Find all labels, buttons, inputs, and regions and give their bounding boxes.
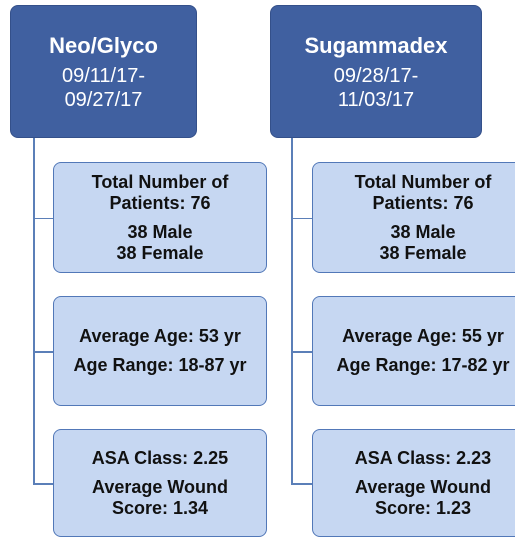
info-line: 38 Female xyxy=(379,242,467,263)
header-date: 09/28/17- xyxy=(333,64,419,87)
header-title: Sugammadex xyxy=(304,32,448,58)
info-paragraph: Age Range: 18-87 yr xyxy=(54,355,266,376)
info-box: ASA Class: 2.25 Average Wound Score: 1.34 xyxy=(53,429,267,537)
info-line: Patients: 76 xyxy=(109,192,211,213)
connector-line xyxy=(291,217,312,219)
connector-line xyxy=(291,138,293,483)
info-line: 38 Male xyxy=(127,221,193,242)
header-title: Neo/Glyco xyxy=(49,32,158,58)
connector-line xyxy=(33,138,35,483)
info-paragraph: Age Range: 17-82 yr xyxy=(313,355,515,376)
info-paragraph: Total Number of Patients: 76 xyxy=(313,172,515,214)
info-line: Average Age: 53 yr xyxy=(79,326,241,346)
header-date: 11/03/17 xyxy=(337,88,415,111)
info-line: Average Wound xyxy=(354,476,492,497)
info-paragraph: ASA Class: 2.25 xyxy=(54,448,266,469)
header-date: 09/11/17- xyxy=(61,64,146,87)
info-paragraph: Average Wound Score: 1.34 xyxy=(54,477,266,519)
info-line: Average Wound xyxy=(91,476,229,497)
info-box: Average Age: 55 yr Age Range: 17-82 yr xyxy=(312,296,515,406)
info-line: Score: 1.23 xyxy=(374,497,472,518)
info-paragraph: Average Wound Score: 1.23 xyxy=(313,477,515,519)
connector-line xyxy=(291,351,312,353)
info-box: ASA Class: 2.23 Average Wound Score: 1.23 xyxy=(312,429,515,537)
info-line: Average Age: 55 yr xyxy=(342,326,504,346)
info-line: 38 Female xyxy=(116,242,204,263)
info-line: Total Number of xyxy=(91,171,229,192)
connector-line xyxy=(291,483,312,485)
header-box: Neo/Glyco 09/11/17- 09/27/17 xyxy=(10,5,197,138)
info-line: 38 Male xyxy=(390,221,456,242)
info-paragraph: 38 Male 38 Female xyxy=(54,222,266,264)
info-line: ASA Class: 2.25 xyxy=(91,447,229,468)
info-paragraph: Average Age: 55 yr xyxy=(313,326,515,347)
info-box: Total Number of Patients: 76 38 Male 38 Fem… xyxy=(53,162,267,273)
info-line: Age Range: 18-87 yr xyxy=(73,355,247,375)
connector-line xyxy=(33,351,53,353)
info-line: Patients: 76 xyxy=(372,192,474,213)
info-paragraph: 38 Male 38 Female xyxy=(313,222,515,264)
info-box: Total Number of Patients: 76 38 Male 38 Fem… xyxy=(312,162,515,273)
connector-line xyxy=(33,217,53,219)
info-line: Score: 1.34 xyxy=(111,497,209,518)
info-paragraph: ASA Class: 2.23 xyxy=(313,448,515,469)
info-paragraph: Average Age: 53 yr xyxy=(54,326,266,347)
info-line: Age Range: 17-82 yr xyxy=(336,355,510,375)
info-line: Total Number of xyxy=(354,171,492,192)
info-paragraph: Total Number of Patients: 76 xyxy=(54,172,266,214)
header-box: Sugammadex 09/28/17- 11/03/17 xyxy=(270,5,482,138)
info-box: Average Age: 53 yr Age Range: 18-87 yr xyxy=(53,296,267,406)
header-date: 09/27/17 xyxy=(64,88,143,111)
connector-line xyxy=(33,483,53,485)
info-line: ASA Class: 2.23 xyxy=(354,447,492,468)
